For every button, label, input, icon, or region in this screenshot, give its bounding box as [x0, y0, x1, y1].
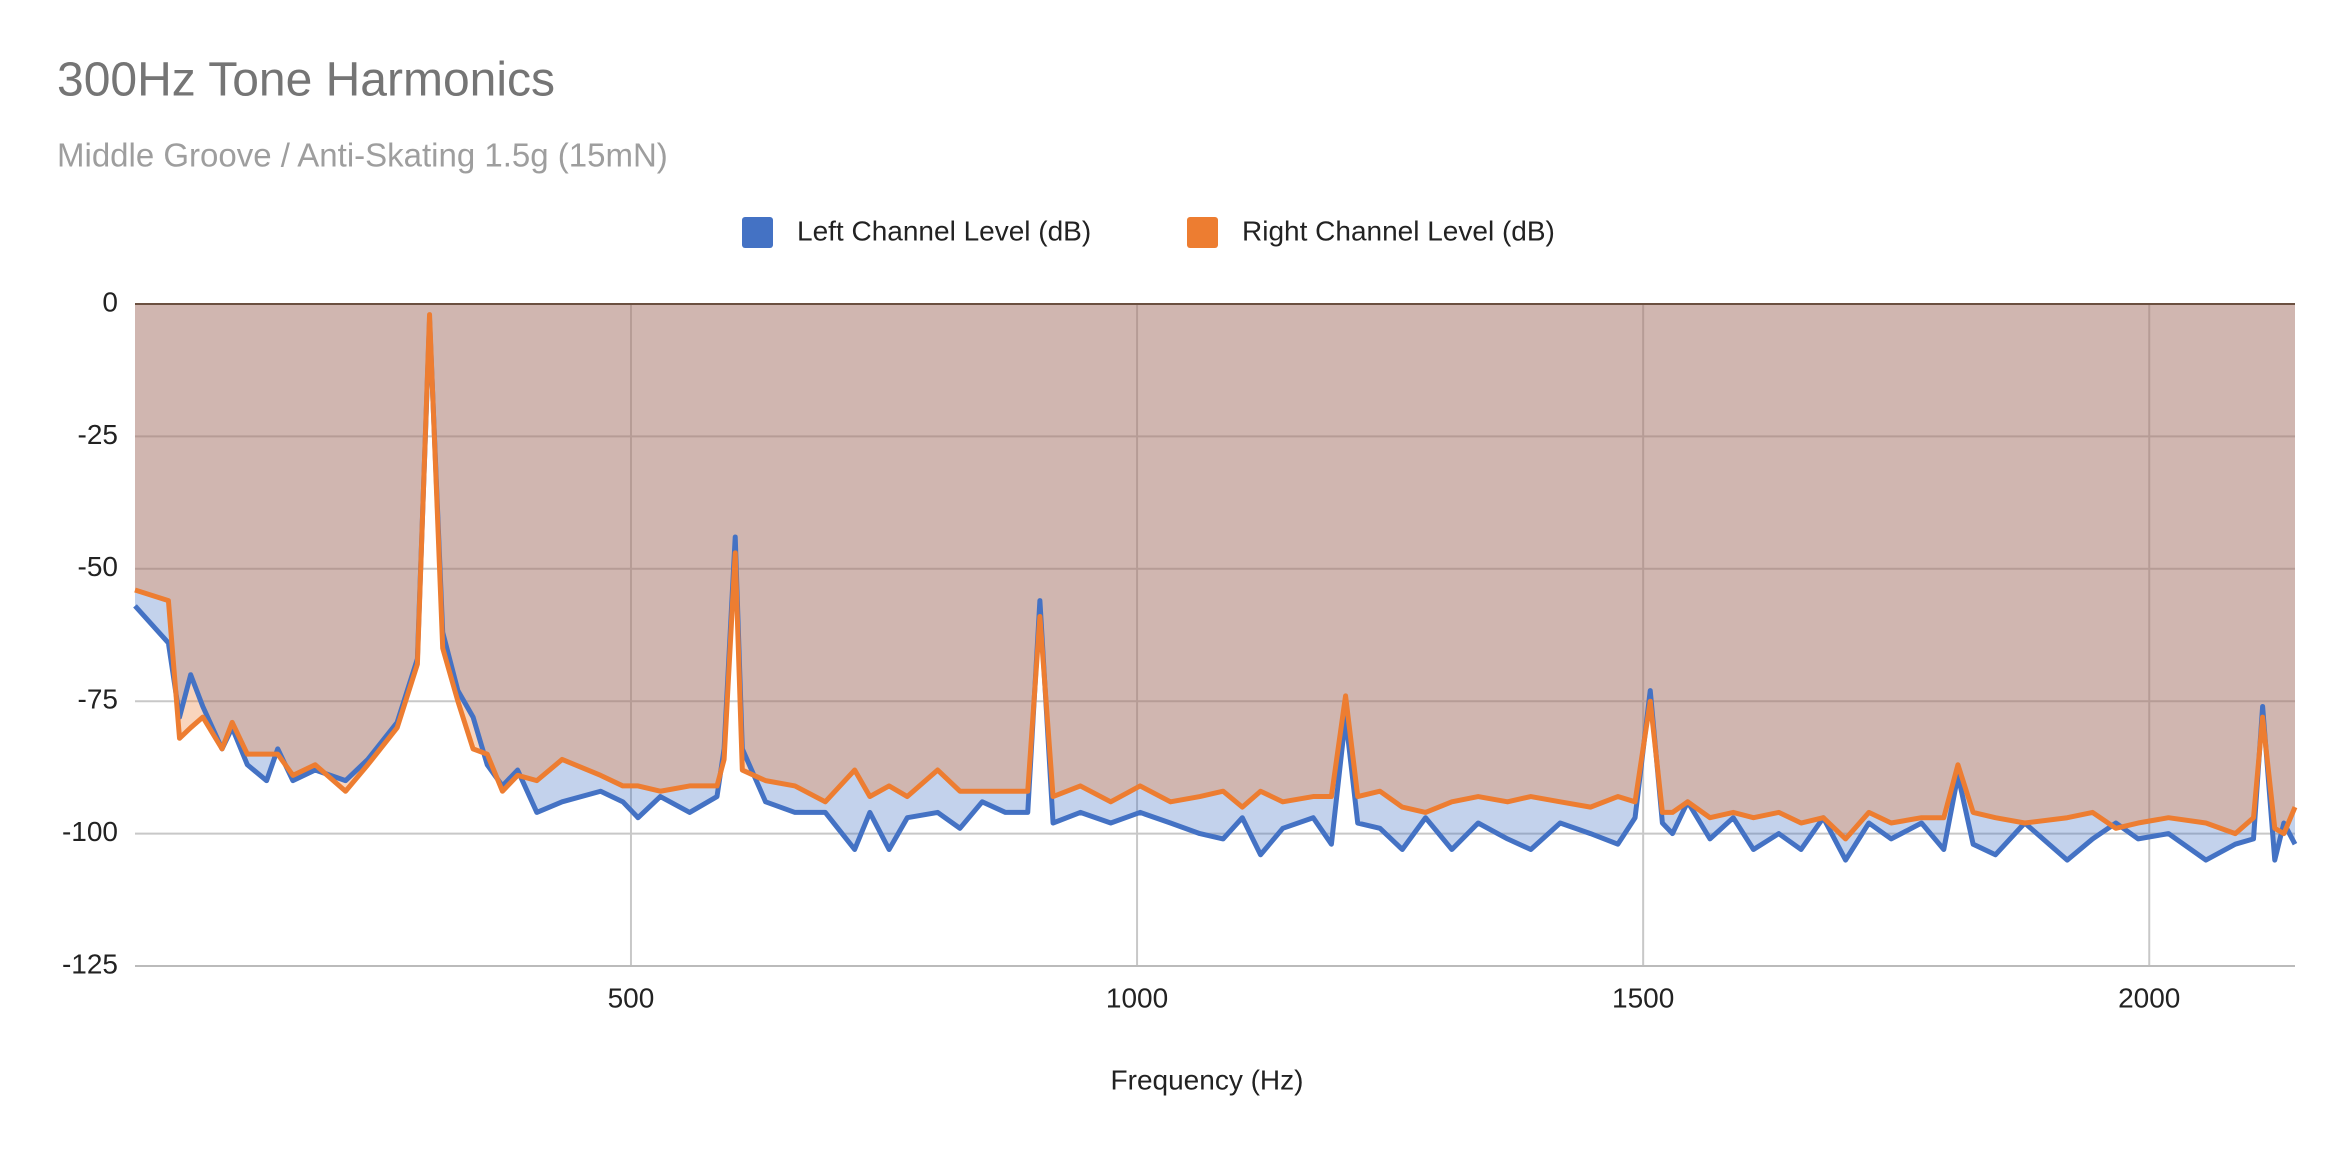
y-tick-label: -75	[78, 684, 118, 715]
y-tick-label: -100	[62, 816, 118, 847]
chart-title: 300Hz Tone Harmonics	[57, 54, 555, 107]
y-tick-label: -125	[62, 948, 118, 979]
x-tick-label: 500	[608, 982, 655, 1013]
legend-swatch	[742, 217, 773, 248]
x-axis-title: Frequency (Hz)	[1111, 1064, 1304, 1095]
x-tick-label: 1000	[1106, 982, 1168, 1013]
area-fill	[135, 304, 2295, 861]
chart-subtitle: Middle Groove / Anti-Skating 1.5g (15mN)	[57, 137, 668, 174]
legend-label: Left Channel Level (dB)	[797, 215, 1091, 246]
y-tick-label: -25	[78, 419, 118, 450]
x-tick-label: 1500	[1612, 982, 1674, 1013]
legend-swatch	[1187, 217, 1218, 248]
x-tick-label: 2000	[2118, 982, 2180, 1013]
y-tick-label: 0	[102, 286, 118, 317]
y-tick-label: -50	[78, 551, 118, 582]
legend-label: Right Channel Level (dB)	[1242, 215, 1555, 246]
area-fill	[135, 304, 2295, 839]
series-line	[134, 312, 2298, 842]
